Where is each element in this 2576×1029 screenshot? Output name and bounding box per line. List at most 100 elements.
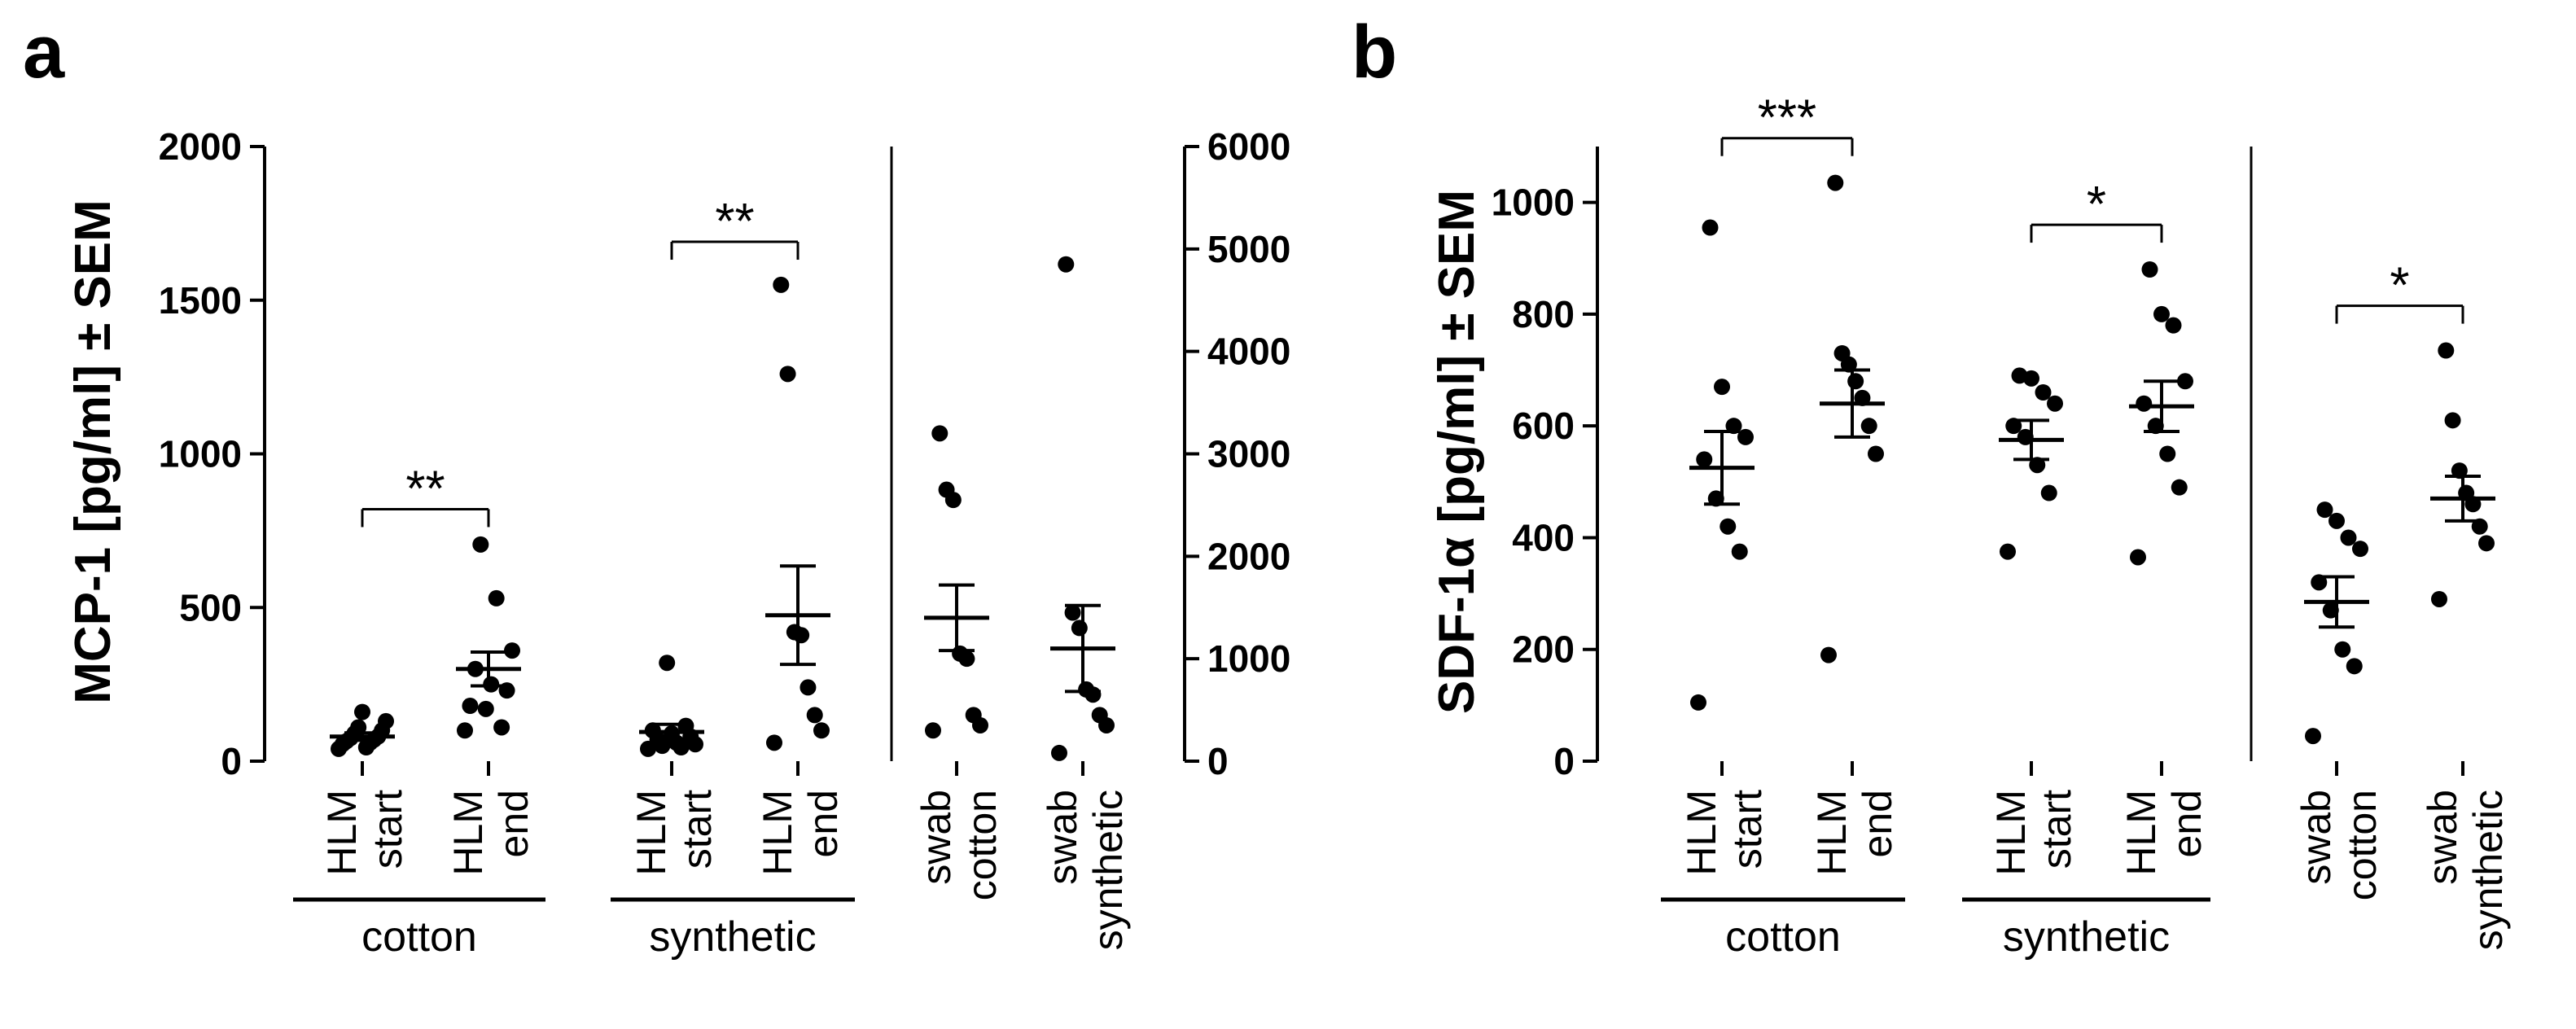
panel-a-data-point [472, 536, 489, 553]
panel-a-data-point [354, 703, 370, 720]
panel-b-data-point [2444, 412, 2461, 429]
panel-b-category-label-line2: synthetic [2465, 790, 2511, 950]
panel-b-data-point [1696, 451, 1713, 468]
panel-a-data-point [457, 722, 473, 739]
panel-b-y-axis-title: SDF-1α [pg/ml] ± SEM [1429, 190, 1485, 714]
panel-a-data-point [965, 707, 982, 724]
panel-a-y2-tick-label: 3000 [1207, 433, 1290, 475]
panel-a-y-tick-label: 1000 [159, 433, 242, 475]
panel-b-data-point [2177, 373, 2193, 390]
panel-a-y2-tick-label: 2000 [1207, 535, 1290, 577]
panel-a-category-label-line1: swab [913, 790, 959, 885]
panel-b-data-point [2153, 305, 2170, 322]
panel-b-data-point [1731, 543, 1748, 560]
panel-a-data-point [925, 722, 941, 739]
panel-a-y-tick-label: 1500 [159, 279, 242, 322]
panel-b-group-label: synthetic [2003, 913, 2170, 961]
panel-b-data-point [1868, 445, 1884, 462]
panel-a-y-tick-label: 0 [221, 740, 242, 782]
panel-b-data-point [2141, 261, 2158, 278]
panel-a-category-label-line1: swab [1040, 790, 1085, 885]
panel-a-data-point [1064, 604, 1081, 621]
panel-b-data-point [1690, 694, 1706, 711]
panel-b-category-label-line1: HLM [1988, 790, 2034, 876]
panel-a-category-label-line2: end [491, 790, 537, 857]
panel-a-y2-tick-label: 4000 [1207, 331, 1290, 373]
panel-b-y-tick-label: 800 [1512, 293, 1575, 335]
panel-b-y-tick-label: 0 [1553, 740, 1575, 782]
panel-b-category-label-line1: HLM [1809, 790, 1855, 876]
panel-a-data-point [378, 712, 394, 729]
panel-b-category-label-line2: start [1724, 790, 1770, 869]
panel-a-data-point [779, 366, 796, 383]
panel-a-data-point [806, 707, 823, 724]
panel-a-category-label-line1: HLM [629, 790, 674, 876]
panel-b-data-point [2346, 658, 2363, 675]
panel-b-y-tick-label: 1000 [1492, 182, 1575, 224]
panel-b-category-label-line1: swab [2420, 790, 2465, 885]
panel-a-data-point [938, 481, 955, 498]
panel-b-data-point [2305, 728, 2321, 745]
panel-b-data-point [2136, 395, 2153, 412]
panel-a-data-point [1091, 707, 1108, 724]
panel-b-data-point [1820, 646, 1837, 663]
panel-b-data-point [2340, 529, 2357, 546]
panel-a-data-point [1071, 620, 1088, 637]
panel-a-category-label-line1: HLM [319, 790, 365, 876]
panel-a-data-point [800, 679, 817, 696]
panel-b-data-point [1860, 418, 1877, 435]
panel-a-significance-label: ** [405, 461, 445, 517]
panel-a-data-point [1058, 256, 1075, 273]
panel-a-data-point [773, 276, 790, 293]
panel-b-data-point [2165, 317, 2182, 334]
panel-b-data-point [2316, 501, 2333, 519]
panel-a-category-label-line1: HLM [755, 790, 800, 876]
panel-a-data-point [659, 655, 676, 672]
panel-b-data-point [2040, 484, 2057, 501]
panel-b-category-label-line2: start [2034, 790, 2079, 869]
panel-b-data-point [2011, 367, 2028, 384]
panel-b-data-point [2478, 535, 2495, 552]
panel-a-letter: a [23, 11, 65, 94]
panel-a-category-label-line2: start [674, 790, 720, 869]
panel-a-y-tick-label: 2000 [159, 125, 242, 168]
panel-a-group-label: synthetic [649, 913, 816, 961]
panel-b: SDF-1α [pg/ml] ± SEM 0 200 400 600 800 1000 HLM… [1429, 90, 2511, 961]
panel-a-category-label-line2: cotton [959, 790, 1005, 900]
panel-a-y-tick-label: 500 [179, 586, 242, 628]
panel-a-category-label-line2: end [800, 790, 846, 857]
panel-b-data-point [2431, 590, 2447, 607]
panel-a-data-point [504, 642, 520, 659]
panel-a-category-label-line1: HLM [445, 790, 491, 876]
panel-a-data-point [931, 425, 948, 442]
panel-a-data-point [813, 722, 830, 739]
panel-b-significance-label: * [2087, 177, 2106, 233]
panel-b-y-tick-label: 600 [1512, 405, 1575, 447]
panel-b-data-point [2438, 342, 2455, 359]
panel-b-letter: b [1352, 11, 1397, 94]
panel-b-data-point [1720, 518, 1737, 535]
panel-b-data-point [2328, 512, 2345, 529]
panel-a-data-point [766, 734, 782, 751]
panel-a-y2-tick-label: 5000 [1207, 228, 1290, 270]
panel-b-y-tick-label: 400 [1512, 516, 1575, 558]
panel-b-data-point [2035, 384, 2052, 401]
panel-a-significance-label: ** [715, 194, 754, 250]
panel-a-y2-tick-label: 1000 [1207, 637, 1290, 680]
panel-b-data-point [1847, 373, 1864, 390]
panel-b-category-label-line2: end [2164, 790, 2210, 857]
panel-b-data-point [2047, 395, 2063, 412]
panel-a-group-label: cotton [361, 913, 477, 961]
panel-a-data-point [952, 645, 969, 662]
panel-b-group-label: cotton [1725, 913, 1841, 961]
panel-b-data-point [2000, 543, 2016, 560]
panel-b-data-point [2352, 541, 2368, 558]
panel-b-data-point [1833, 344, 1851, 361]
panel-b-data-point [1737, 428, 1754, 445]
panel-b-y-tick-label: 200 [1512, 628, 1575, 671]
panel-b-data-point [1714, 379, 1730, 396]
panel-b-category-label-line1: swab [2293, 790, 2339, 885]
panel-a-data-point [1078, 681, 1095, 698]
panel-b-significance-label: *** [1758, 90, 1816, 147]
